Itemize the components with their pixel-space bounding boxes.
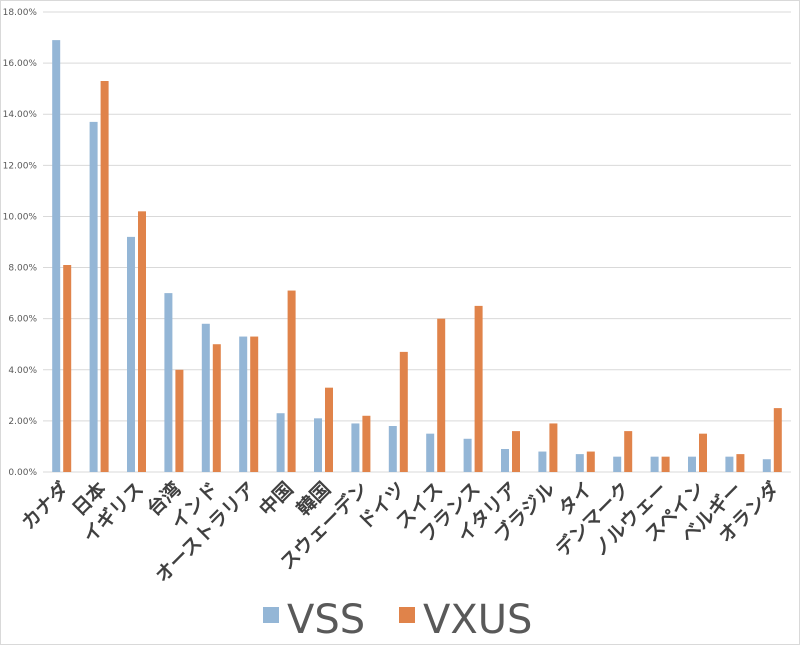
legend-label-vxus: VXUS — [423, 597, 532, 643]
bar-vss — [575, 454, 584, 472]
bar-vxus — [549, 423, 558, 472]
bar-vss — [52, 40, 61, 472]
bar-vxus — [773, 408, 782, 472]
bar-vss — [538, 451, 547, 472]
bar-vss — [688, 456, 696, 472]
y-tick-label: 18.00% — [3, 8, 38, 18]
bar-vxus — [474, 305, 483, 472]
bar-vss — [388, 426, 397, 472]
bar-vxus — [212, 344, 221, 472]
bar-vxus — [624, 431, 633, 472]
bar-vxus — [138, 211, 146, 473]
bar-vss — [127, 236, 135, 472]
bar-vxus — [287, 290, 296, 472]
bar-vxus — [250, 336, 259, 472]
bar-vxus — [699, 433, 707, 472]
bar-vxus — [736, 454, 745, 472]
bar-vss — [501, 449, 509, 472]
bar-vss — [351, 423, 360, 472]
x-category-label: 中国 — [254, 477, 297, 520]
bar-vss — [239, 336, 248, 472]
y-tick-label: 0.00% — [8, 468, 37, 478]
bar-vxus — [586, 451, 595, 472]
bar-vxus — [100, 81, 109, 472]
x-category-label: カナダ — [17, 477, 74, 534]
y-tick-label: 6.00% — [8, 315, 37, 325]
bar-vss — [426, 433, 435, 472]
y-tick-label: 16.00% — [3, 59, 38, 69]
bar-vss — [725, 456, 734, 472]
bar-vxus — [325, 387, 333, 472]
bar-vss — [276, 413, 285, 472]
bar-vxus — [512, 431, 520, 472]
bar-vss — [650, 456, 659, 472]
bar-vss — [463, 438, 472, 472]
bar-vss — [762, 459, 771, 472]
bar-vxus — [63, 265, 72, 472]
bar-vxus — [175, 369, 184, 472]
bar-vss — [613, 456, 622, 472]
bar-vss — [201, 323, 210, 472]
legend-label-vss: VSS — [287, 597, 365, 643]
y-tick-label: 4.00% — [8, 366, 37, 376]
y-tick-label: 2.00% — [8, 417, 37, 427]
bar-vxus — [362, 415, 371, 472]
bar-vxus — [437, 318, 446, 472]
legend-swatch-vxus — [399, 607, 415, 623]
bar-vss — [89, 121, 98, 472]
y-tick-label: 10.00% — [3, 212, 38, 222]
y-tick-label: 8.00% — [8, 264, 37, 274]
bar-vss — [314, 418, 322, 472]
bar-vss — [164, 293, 173, 472]
y-tick-label: 12.00% — [3, 161, 38, 171]
y-tick-label: 14.00% — [3, 110, 38, 120]
bar-vxus — [399, 351, 408, 472]
legend-swatch-vss — [263, 607, 279, 623]
bar-vxus — [661, 456, 670, 472]
